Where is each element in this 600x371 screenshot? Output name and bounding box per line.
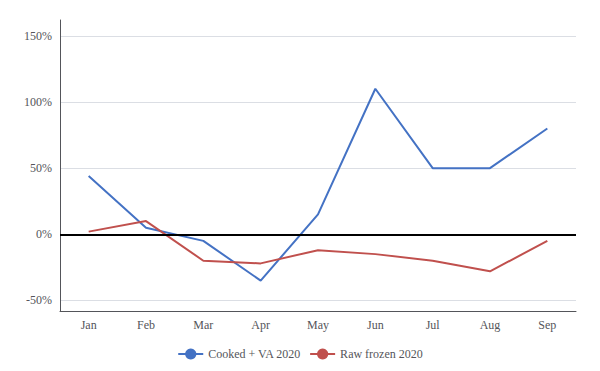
svg-text:Mar: Mar (193, 318, 213, 332)
svg-text:150%: 150% (24, 29, 52, 43)
svg-text:50%: 50% (30, 161, 52, 175)
svg-text:100%: 100% (24, 95, 52, 109)
svg-text:Jan: Jan (81, 318, 97, 332)
svg-text:-50%: -50% (26, 293, 52, 307)
svg-text:Jul: Jul (426, 318, 441, 332)
svg-text:Apr: Apr (251, 318, 270, 332)
svg-text:Sep: Sep (538, 318, 556, 332)
svg-text:Aug: Aug (480, 318, 501, 332)
svg-text:May: May (307, 318, 329, 332)
svg-text:Cooked + VA 2020: Cooked + VA 2020 (208, 347, 300, 361)
svg-text:0%: 0% (36, 227, 52, 241)
svg-text:Jun: Jun (367, 318, 384, 332)
svg-text:Raw frozen 2020: Raw frozen 2020 (340, 347, 423, 361)
svg-text:Feb: Feb (137, 318, 155, 332)
